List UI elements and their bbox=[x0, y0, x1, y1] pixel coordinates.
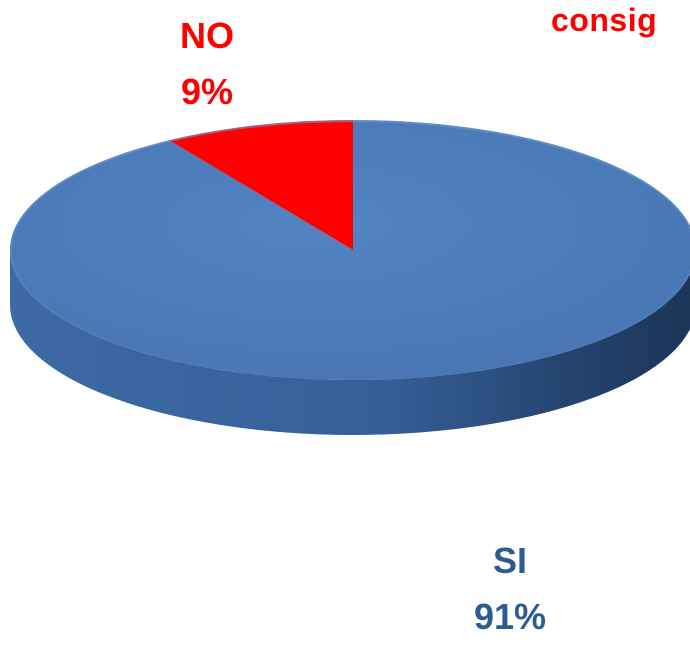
slice-si bbox=[10, 120, 690, 380]
slice-label-no-name: NO bbox=[180, 15, 234, 56]
slice-label-si-name: SI bbox=[493, 540, 528, 581]
pie-side-wall bbox=[10, 250, 690, 435]
slice-label-si: SI 91% bbox=[474, 543, 546, 635]
slice-label-no-value: 9% bbox=[180, 71, 234, 112]
slice-label-si-value: 91% bbox=[474, 596, 547, 637]
slice-label-no: NO 9% bbox=[180, 18, 234, 110]
chart-title-partial: consig bbox=[551, 2, 658, 38]
pie-rim bbox=[10, 120, 690, 380]
slice-no bbox=[169, 119, 353, 250]
